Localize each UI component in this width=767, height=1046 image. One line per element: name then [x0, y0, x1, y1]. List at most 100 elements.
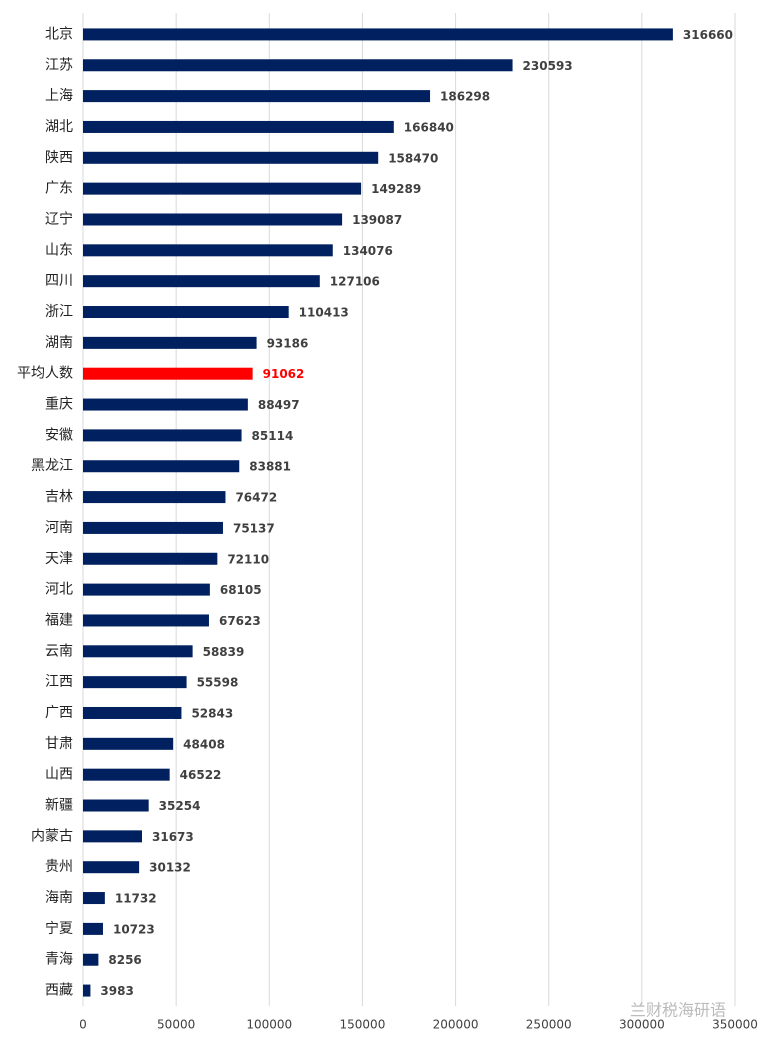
bar [83, 645, 193, 658]
bar [83, 768, 170, 781]
value-label: 67623 [219, 614, 261, 628]
bar [83, 984, 91, 997]
y-tick-label: 河北 [45, 582, 73, 598]
value-label: 58839 [203, 645, 245, 659]
value-label: 158470 [388, 151, 438, 165]
value-label: 31673 [152, 830, 194, 844]
value-label: 68105 [220, 583, 262, 597]
y-tick-label: 湖南 [45, 335, 73, 351]
bar [83, 676, 187, 689]
value-label: 8256 [108, 953, 141, 967]
x-tick-label: 50000 [157, 1018, 195, 1032]
bar [83, 521, 223, 534]
value-label: 93186 [267, 336, 309, 350]
y-tick-label: 平均人数 [17, 366, 73, 382]
x-tick-label: 300000 [619, 1018, 665, 1032]
bar [83, 892, 105, 905]
bar [83, 953, 99, 966]
y-tick-label: 广东 [45, 181, 73, 197]
value-label: 35254 [159, 799, 201, 813]
bar [83, 151, 379, 164]
y-tick-label: 四川 [45, 273, 73, 289]
bar [83, 922, 103, 935]
value-label: 91062 [263, 367, 305, 381]
y-tick-label: 内蒙古 [31, 828, 73, 844]
bar [83, 460, 240, 473]
bar [83, 398, 248, 411]
value-label: 127106 [330, 275, 380, 289]
watermark: 兰财税海研语 [630, 1001, 726, 1020]
bar [83, 275, 320, 288]
x-tick-label: 250000 [526, 1018, 572, 1032]
value-label: 316660 [683, 28, 733, 42]
bar [83, 830, 143, 843]
y-tick-label: 辽宁 [45, 210, 73, 227]
value-label: 88497 [258, 398, 300, 412]
value-label: 83881 [249, 460, 291, 474]
value-label: 72110 [227, 552, 269, 566]
bar [83, 182, 362, 195]
bar [83, 614, 209, 627]
y-tick-label: 云南 [45, 643, 73, 659]
x-tick-label: 0 [79, 1018, 87, 1032]
y-tick-label: 湖北 [45, 119, 73, 135]
value-label: 55598 [197, 676, 239, 690]
bar [83, 90, 431, 103]
x-tick-label: 200000 [433, 1018, 479, 1032]
value-label: 76472 [235, 491, 277, 505]
value-label: 186298 [440, 90, 490, 104]
y-tick-label: 甘肃 [45, 736, 73, 752]
bar [83, 429, 242, 442]
value-label: 75137 [233, 521, 275, 535]
bar [83, 861, 140, 874]
y-tick-label: 山西 [45, 767, 73, 783]
y-tick-label: 西藏 [45, 983, 73, 999]
y-tick-label: 浙江 [45, 304, 73, 320]
value-label: 48408 [183, 737, 225, 751]
y-tick-label: 河南 [45, 520, 73, 536]
x-tick-label: 150000 [340, 1018, 386, 1032]
x-tick-label: 350000 [712, 1018, 758, 1032]
bar [83, 552, 218, 565]
bar [83, 706, 182, 719]
y-tick-label: 重庆 [45, 397, 73, 413]
bar [83, 28, 673, 41]
value-label: 3983 [100, 984, 133, 998]
y-tick-label: 上海 [45, 88, 73, 104]
value-label: 149289 [371, 182, 421, 196]
y-tick-label: 陕西 [45, 150, 73, 166]
y-tick-label: 安徽 [45, 427, 73, 443]
y-tick-label: 吉林 [45, 489, 73, 505]
bar [83, 59, 513, 72]
y-tick-label: 江西 [45, 674, 73, 690]
y-tick-label: 贵州 [45, 859, 73, 875]
bar [83, 336, 257, 349]
value-label: 85114 [252, 429, 294, 443]
y-tick-label: 北京 [45, 26, 73, 42]
y-tick-label: 海南 [45, 890, 73, 906]
y-tick-label: 江苏 [45, 57, 73, 73]
y-tick-label: 天津 [45, 551, 73, 567]
value-label: 166840 [404, 120, 454, 134]
bar [83, 367, 253, 380]
value-label: 230593 [523, 59, 573, 73]
value-label: 139087 [352, 213, 402, 227]
bar [83, 306, 289, 319]
y-tick-label: 福建 [45, 612, 73, 628]
bar [83, 737, 174, 750]
bar [83, 120, 394, 133]
bar [83, 799, 149, 812]
bar [83, 491, 226, 504]
value-label: 11732 [115, 892, 157, 906]
value-label: 46522 [180, 768, 222, 782]
y-tick-label: 山东 [45, 242, 73, 258]
y-tick-label: 新疆 [45, 798, 73, 814]
y-tick-label: 黑龙江 [31, 458, 73, 474]
value-label: 10723 [113, 922, 155, 936]
value-label: 52843 [191, 706, 233, 720]
x-tick-label: 100000 [246, 1018, 292, 1032]
bar [83, 213, 343, 226]
bar [83, 244, 333, 257]
y-tick-label: 宁夏 [45, 920, 73, 937]
